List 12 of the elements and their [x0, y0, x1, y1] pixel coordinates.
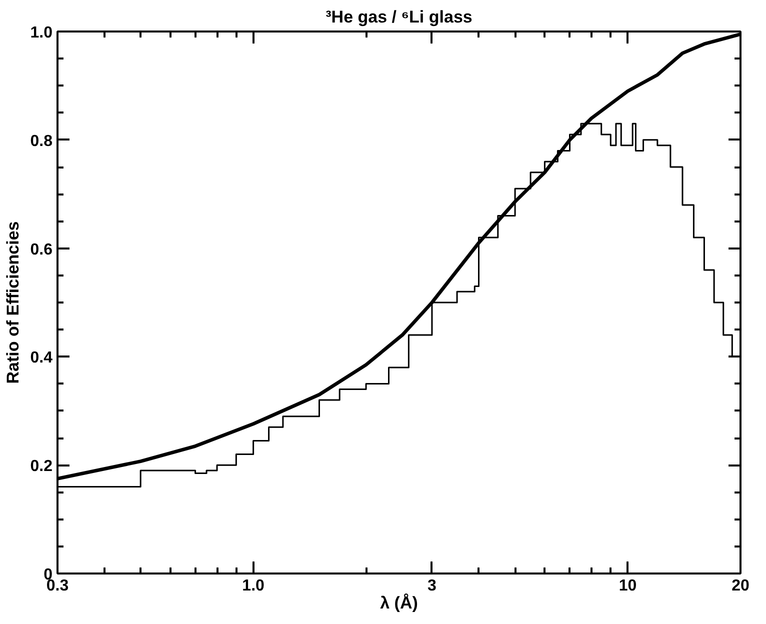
x-tick-label: 20 [732, 578, 750, 594]
y-tick-label: 1.0 [30, 24, 53, 42]
chart-title: ³He gas / ⁶Li glass [326, 8, 472, 26]
y-axis-title: Ratio of Efficiencies [3, 221, 22, 384]
y-tick-label: 0.4 [30, 350, 53, 367]
x-tick-label: 1.0 [242, 578, 265, 594]
y-tick-label: 0.2 [30, 458, 53, 476]
x-axis-title: λ (Å) [380, 594, 418, 612]
y-tick-label: 0.6 [30, 241, 53, 258]
x-tick-label: 10 [618, 578, 637, 594]
x-tick-label: 3 [428, 578, 437, 594]
y-tick-label: 0.8 [30, 132, 53, 150]
